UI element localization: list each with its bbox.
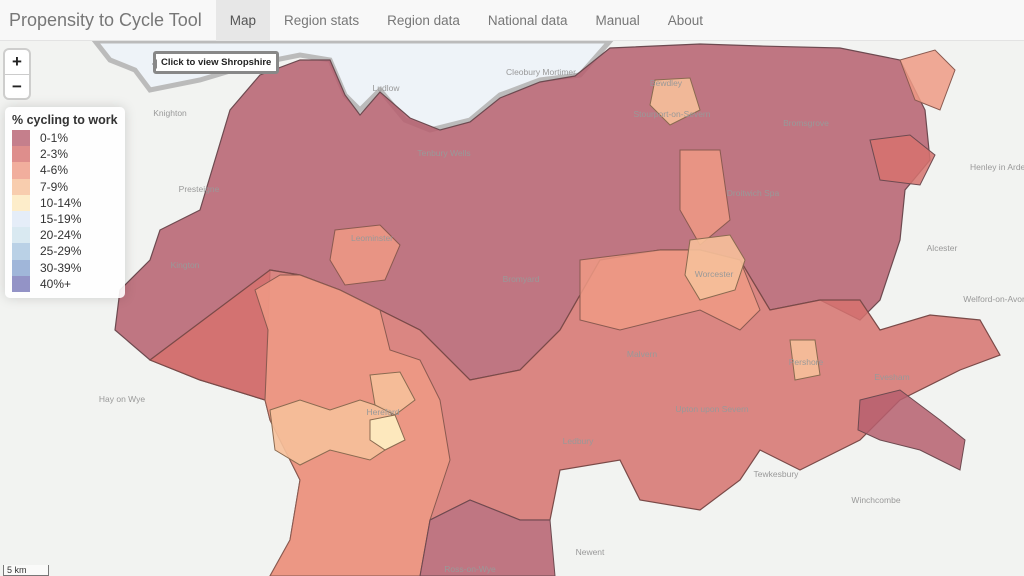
map-canvas[interactable]: Knighton Ludlow Cleobury Mortimer Bewdle… xyxy=(0,41,1024,576)
region-ross[interactable] xyxy=(419,499,556,576)
place-label: Presteigne xyxy=(179,184,220,194)
legend-label: 2-3% xyxy=(40,147,69,162)
place-label: Bromyard xyxy=(503,274,540,284)
place-label: Droitwich Spa xyxy=(727,188,780,198)
place-label: Bewdley xyxy=(650,78,683,88)
region-evesham-south[interactable] xyxy=(857,389,966,471)
place-label: Winchcombe xyxy=(851,495,900,505)
region-7-9-hereford-north[interactable] xyxy=(369,371,416,416)
legend-item: 30-39% xyxy=(12,259,118,276)
legend-swatch xyxy=(12,275,30,292)
legend-title: % cycling to work xyxy=(12,113,118,127)
legend-label: 10-14% xyxy=(40,195,82,210)
legend-label: 4-6% xyxy=(40,163,69,178)
region-droitwich[interactable] xyxy=(679,149,731,246)
zoom-in-button[interactable]: + xyxy=(12,52,22,71)
legend-item: 15-19% xyxy=(12,210,118,228)
place-label: Alcester xyxy=(927,243,958,253)
tab-national-data[interactable]: National data xyxy=(487,12,568,28)
place-label: Newent xyxy=(576,547,605,557)
legend-swatch xyxy=(12,162,30,179)
place-label: Cleobury Mortimer xyxy=(506,67,576,77)
place-label: Stourport-on-Severn xyxy=(633,109,710,119)
legend-swatch xyxy=(12,194,30,211)
legend-item: 20-24% xyxy=(12,227,118,244)
place-label: Malvern xyxy=(627,349,658,359)
legend-label: 40%+ xyxy=(40,276,72,291)
map-legend: % cycling to work 0-1% 2-3% 4-6% 7-9% 10-14%… xyxy=(5,107,125,298)
tab-region-stats[interactable]: Region stats xyxy=(284,12,360,28)
place-label: Ross-on-Wye xyxy=(444,564,496,574)
region-7-9-pershore[interactable] xyxy=(789,339,821,381)
tab-manual[interactable]: Manual xyxy=(595,12,640,28)
place-label: Tewkesbury xyxy=(754,469,800,479)
legend-item: 4-6% xyxy=(12,162,118,179)
legend-swatch xyxy=(12,178,30,195)
legend-swatch xyxy=(12,210,30,228)
legend-label: 0-1% xyxy=(40,131,69,146)
region-leominster[interactable] xyxy=(329,224,401,286)
zoom-out-button[interactable]: − xyxy=(5,74,29,98)
tab-about[interactable]: About xyxy=(667,12,704,28)
place-label: Henley in Arden xyxy=(970,162,1024,172)
place-label: Ludlow xyxy=(373,83,401,93)
legend-item: 2-3% xyxy=(12,146,118,163)
place-label: Worcester xyxy=(695,269,734,279)
place-label: Kington xyxy=(171,260,200,270)
place-label: Bromsgrove xyxy=(783,118,829,128)
place-label: Pershore xyxy=(789,357,824,367)
legend-item: 25-29% xyxy=(12,243,118,260)
place-label: Hereford xyxy=(366,407,399,417)
region-10-14-hereford[interactable] xyxy=(369,414,406,451)
tab-region-data[interactable]: Region data xyxy=(387,12,460,28)
place-label: Hay on Wye xyxy=(99,394,145,404)
place-label: Leominster xyxy=(351,233,393,243)
place-label: Tenbury Wells xyxy=(417,148,470,158)
legend-item: 0-1% xyxy=(12,130,118,147)
place-label: Knighton xyxy=(153,108,187,118)
region-northeast[interactable] xyxy=(899,49,956,111)
legend-label: 15-19% xyxy=(40,212,82,227)
legend-swatch xyxy=(12,227,30,244)
legend-label: 7-9% xyxy=(40,179,69,194)
app-title[interactable]: Propensity to Cycle Tool xyxy=(9,9,202,30)
region-redditch[interactable] xyxy=(869,134,936,186)
region-tooltip: Click to view Shropshire xyxy=(151,51,280,74)
legend-item: 10-14% xyxy=(12,194,118,211)
legend-label: 20-24% xyxy=(40,228,82,243)
legend-swatch xyxy=(12,259,30,276)
legend-item: 40%+ xyxy=(12,275,118,292)
legend-swatch xyxy=(12,130,30,147)
place-label: Ledbury xyxy=(563,436,594,446)
legend-swatch xyxy=(12,243,30,260)
region-7-9-worcester[interactable] xyxy=(684,234,746,301)
scale-bar: 5 km xyxy=(3,565,49,576)
place-label: Evesham xyxy=(874,372,909,382)
navbar: Propensity to Cycle Tool Map Region stat… xyxy=(0,0,1024,41)
place-label: Upton upon Severn xyxy=(675,404,749,414)
zoom-control: + − xyxy=(5,50,29,98)
region-7-9-stourport[interactable] xyxy=(649,77,701,126)
legend-swatch xyxy=(12,146,30,163)
tab-map[interactable]: Map xyxy=(215,0,271,41)
legend-label: 25-29% xyxy=(40,244,82,259)
legend-label: 30-39% xyxy=(40,260,82,275)
place-label: Welford-on-Avon xyxy=(963,294,1024,304)
legend-item: 7-9% xyxy=(12,178,118,195)
place-labels: Knighton Ludlow Cleobury Mortimer Bewdle… xyxy=(99,67,1024,574)
